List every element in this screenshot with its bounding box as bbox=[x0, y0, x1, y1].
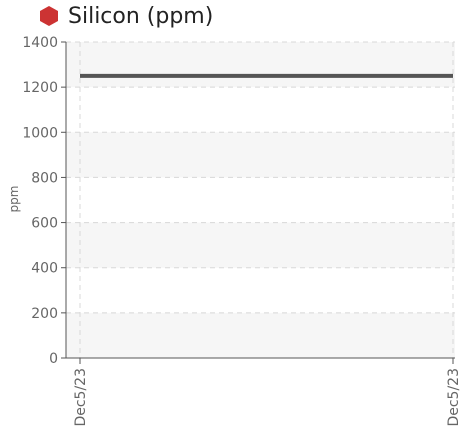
x-tick-label: Dec5/23 bbox=[73, 368, 89, 427]
y-tick-label: 600 bbox=[31, 216, 58, 232]
y-tick-label: 1400 bbox=[22, 35, 58, 51]
chart-grid bbox=[66, 41, 455, 358]
hexagon-icon bbox=[40, 6, 58, 26]
y-axis-label: ppm bbox=[7, 186, 21, 213]
grid-band bbox=[66, 312, 455, 358]
chart-bands bbox=[66, 42, 455, 358]
y-tick-label: 1200 bbox=[22, 80, 58, 96]
grid-band bbox=[66, 42, 455, 88]
x-tick-label: Dec5/23 bbox=[446, 368, 461, 427]
chart-title-row: Silicon (ppm) bbox=[38, 1, 213, 31]
chart-title: Silicon (ppm) bbox=[68, 3, 214, 29]
y-tick-label: 1000 bbox=[22, 125, 58, 141]
y-tick-label: 0 bbox=[49, 351, 58, 367]
chart-axes bbox=[65, 42, 455, 359]
y-tick-label: 400 bbox=[31, 261, 58, 277]
x-ticks: Dec5/23 Dec5/23 bbox=[73, 358, 461, 427]
y-tick-label: 800 bbox=[31, 170, 58, 186]
grid-band bbox=[66, 132, 455, 178]
grid-band bbox=[66, 222, 455, 268]
y-tick-label: 200 bbox=[31, 306, 58, 322]
y-ticks: 0 200 400 600 800 1000 1200 1400 bbox=[22, 35, 66, 367]
